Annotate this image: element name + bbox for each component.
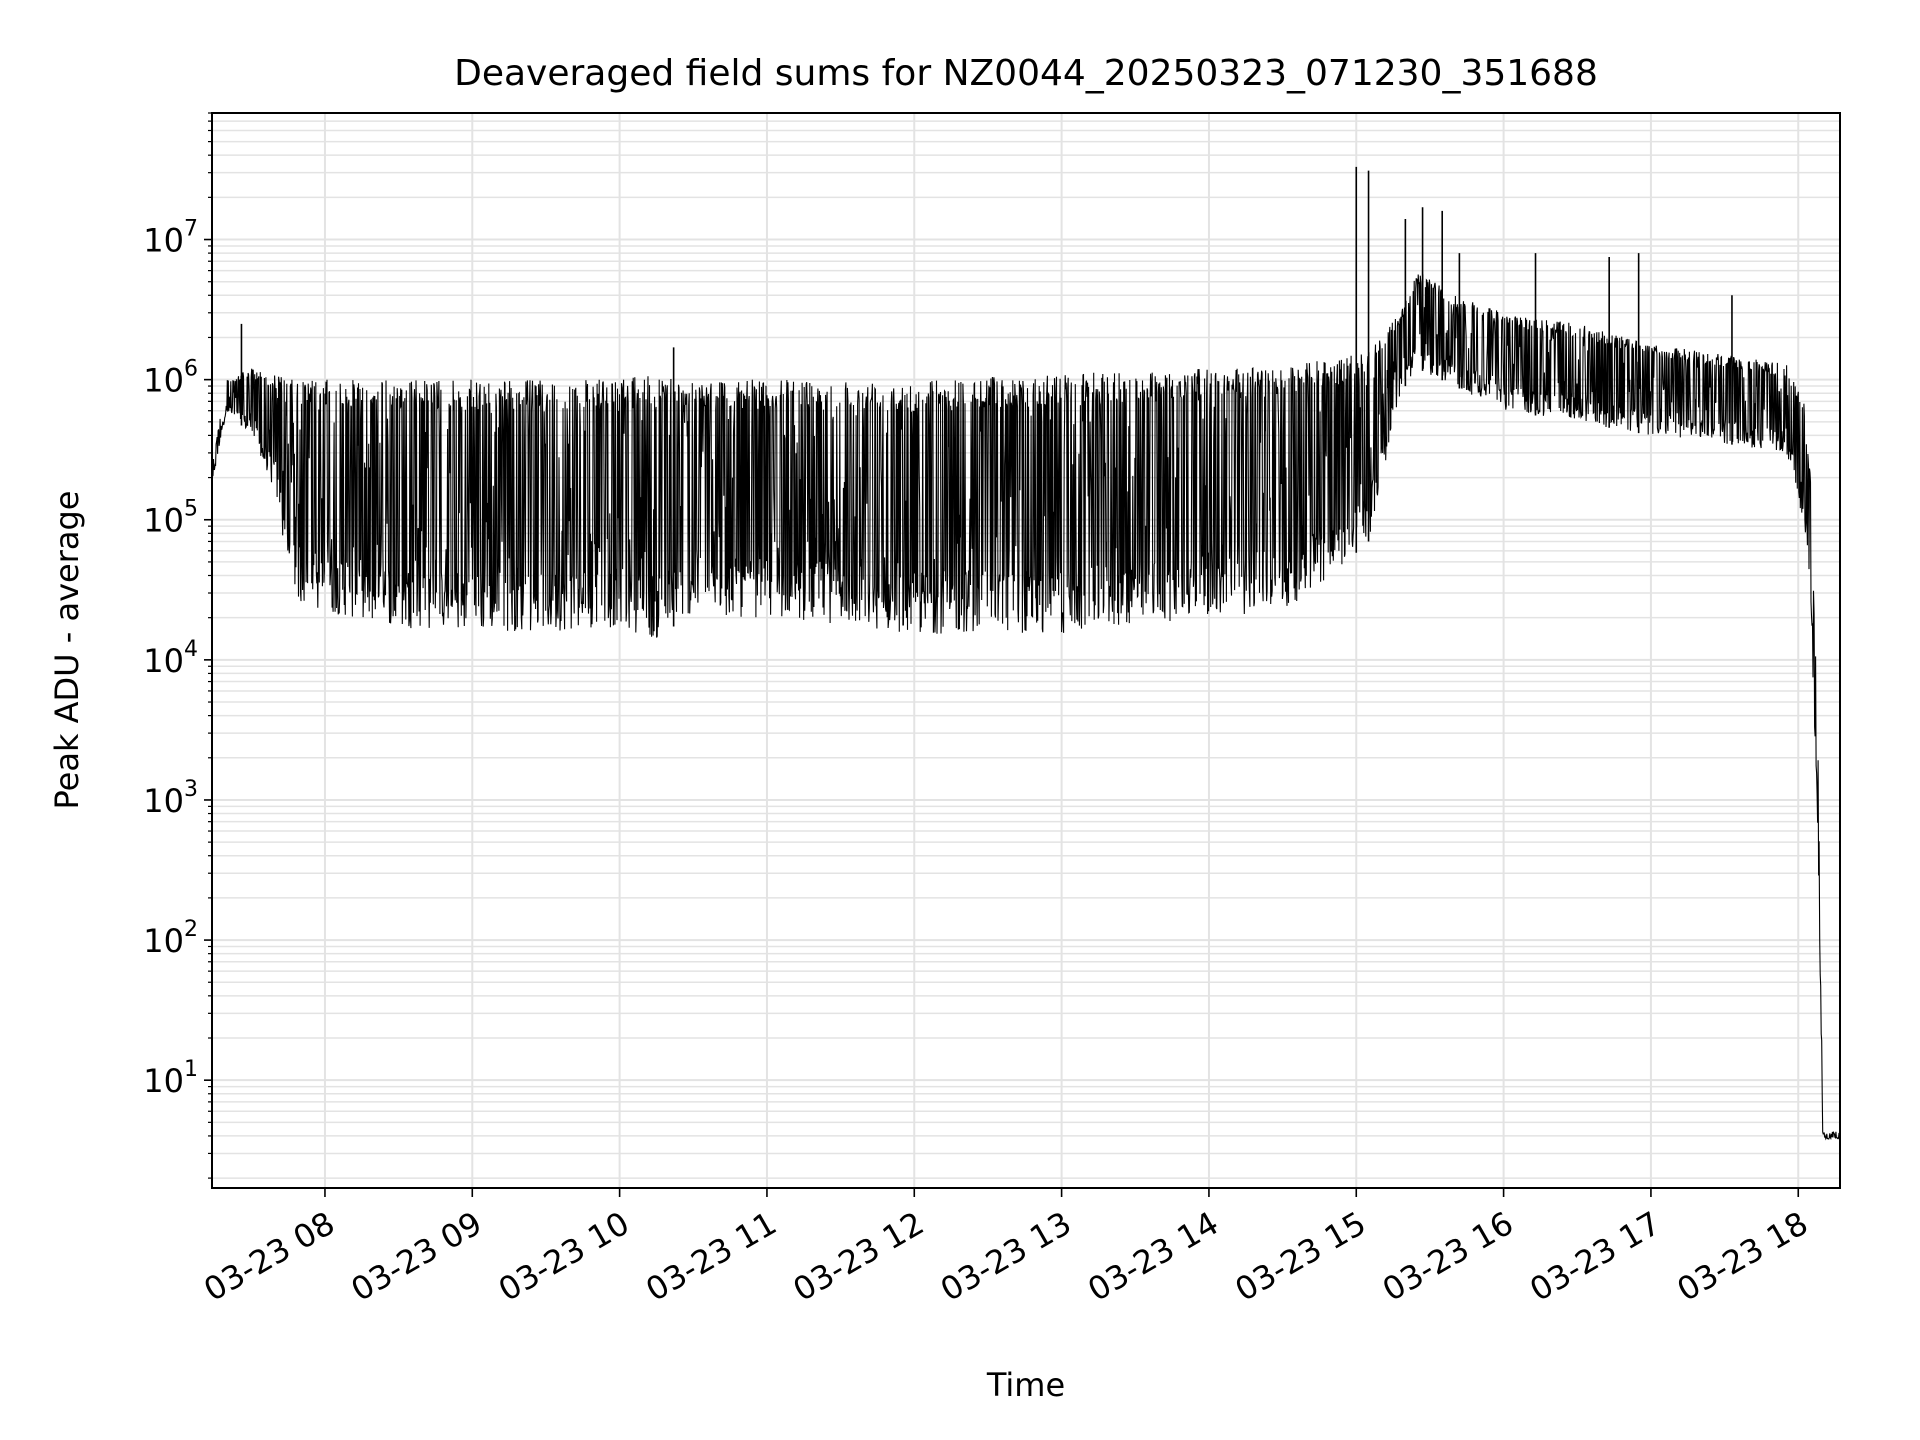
x-axis-label: Time [986,1366,1065,1404]
plot-area-background [212,113,1840,1188]
grid [212,112,1840,1188]
y-tick-label: 101 [143,1057,198,1100]
y-tick-label: 106 [143,357,198,400]
series-line [211,274,1841,1141]
y-tick-label: 105 [143,497,198,540]
chart-title: Deaveraged field sums for NZ0044_2025032… [454,53,1598,94]
plot-frame [211,112,1841,1189]
y-axis-label: Peak ADU - average [48,491,86,810]
series [211,166,1841,1141]
y-tick-label: 103 [143,777,198,820]
y-tick-label: 107 [143,217,198,260]
y-tick-label: 102 [143,917,198,960]
y-tick-label: 104 [143,637,198,680]
